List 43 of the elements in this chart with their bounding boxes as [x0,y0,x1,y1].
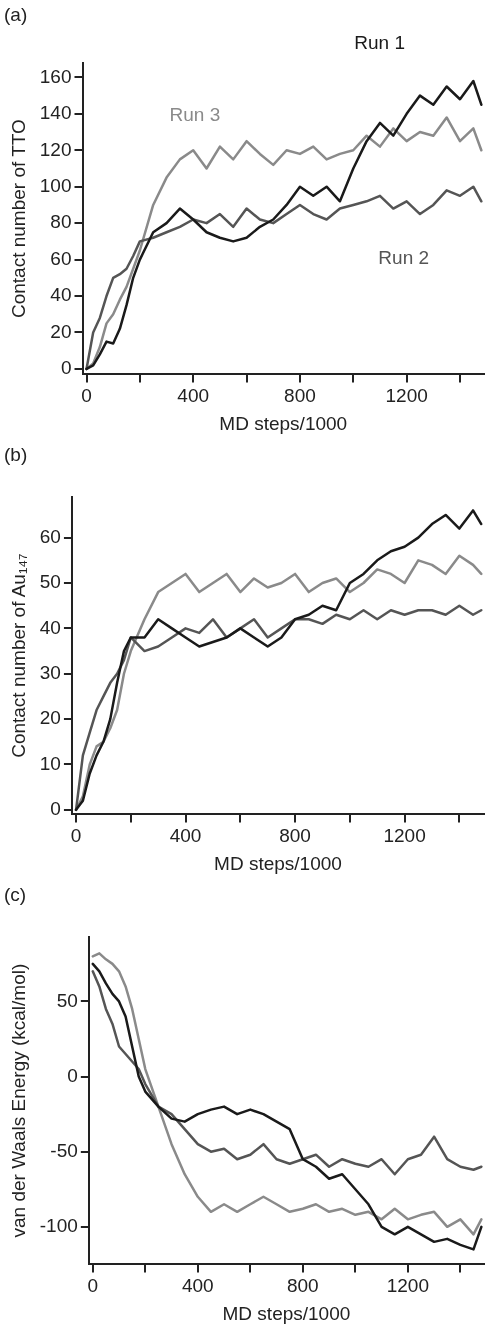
series-label: Run 2 [378,247,430,269]
y-tick-label: 160 [39,65,72,87]
x-tick-label: 800 [284,385,316,407]
y-tick-label: 140 [39,102,72,124]
y-axis-title: van der Waals Energy (kcal/mol) [7,963,29,1238]
y-tick-label: 10 [39,752,61,774]
y-tick-label: 0 [67,1064,78,1086]
text: Run 1 [354,32,405,54]
y-tick-label: 40 [50,284,72,306]
x-tick-label: 1200 [383,825,426,847]
x-axis-title: MD steps/1000 [219,412,348,434]
y-tick-label: 60 [50,247,72,269]
x-tick-label: 1200 [386,1275,429,1297]
y-tick-label: 30 [39,661,61,683]
x-tick-label: 400 [177,385,210,407]
y-tick-label: 0 [60,357,72,379]
x-tick-label: 400 [169,825,202,847]
x-tick-label: 400 [181,1275,214,1297]
y-tick-label: 100 [39,174,72,196]
x-tick-label: 1200 [385,385,428,407]
y-tick-label: 50 [39,571,61,593]
x-tick-label: 0 [81,385,92,407]
chart-title: (b) [4,443,28,465]
series-label: Run 3 [169,103,221,125]
y-tick-label: 0 [50,798,61,820]
x-axis-title: MD steps/1000 [214,852,342,874]
y-tick-label: 20 [50,320,72,342]
y-tick-label: -50 [50,1139,78,1161]
y-tick-label: 50 [56,989,78,1011]
chart-title: (a) [4,3,28,25]
y-tick-label: 120 [39,138,72,160]
x-tick-label: 800 [279,825,311,847]
y-tick-label: 40 [39,616,61,638]
x-tick-label: 0 [87,1275,99,1297]
y-tick-label: -100 [39,1215,78,1237]
y-tick-label: 60 [39,525,61,547]
x-tick-label: 800 [286,1275,319,1297]
chart-title: (c) [4,883,27,905]
y-tick-label: 80 [50,211,72,233]
y-tick-label: 20 [39,707,61,729]
x-axis-title: MD steps/1000 [222,1302,351,1324]
y-axis-title: Contact number of TTO [7,119,29,319]
y-axis-title: Contact number of Au₁₄₇ [7,553,29,758]
